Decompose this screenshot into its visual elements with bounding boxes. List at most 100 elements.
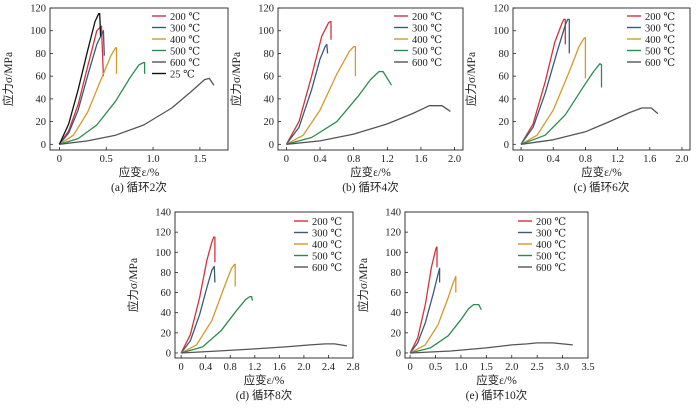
x-tick-label: 2.4 [322, 362, 336, 373]
x-tick-label: 0 [518, 154, 523, 165]
y-tick-label: 20 [264, 117, 275, 128]
x-axis-title: 应变ε/% [581, 165, 622, 179]
x-tick-label: 0.8 [224, 362, 237, 373]
legend-label: 400 ℃ [170, 35, 200, 46]
panel-caption: (d) 循环8次 [236, 388, 293, 402]
x-tick-label: 0.8 [579, 154, 592, 165]
legend-label: 600 ℃ [645, 58, 675, 69]
panel-caption: (c) 循环6次 [574, 180, 630, 194]
x-tick-label: 0 [57, 154, 62, 165]
legend-label: 400 ℃ [412, 35, 442, 46]
y-tick-label: 120 [493, 4, 509, 15]
series-line-200C [180, 236, 216, 354]
y-axis-title: 应力σ/MPa [464, 52, 478, 106]
x-tick-label: 1.5 [193, 154, 206, 165]
y-tick-label: 60 [36, 72, 47, 83]
y-axis-title: 应力σ/MPa [126, 258, 140, 312]
x-tick-label: 0 [284, 154, 289, 165]
y-tick-label: 120 [30, 4, 46, 15]
series-line-400C [286, 45, 357, 145]
legend-label: 500 ℃ [645, 47, 675, 58]
y-axis-title: 应力σ/MPa [229, 52, 243, 106]
x-tick-label: 3.0 [556, 362, 569, 373]
plot-frame [174, 211, 354, 359]
series-line-200C [285, 20, 332, 145]
x-axis-title: 应变ε/% [119, 165, 160, 179]
y-tick-label: 20 [161, 328, 172, 339]
y-tick-label: 100 [385, 248, 401, 259]
y-tick-label: 80 [36, 49, 47, 60]
x-tick-label: 0.4 [313, 154, 327, 165]
series-line-300C [180, 265, 216, 354]
legend-label: 600 ℃ [170, 58, 200, 69]
y-tick-label: 140 [155, 208, 171, 219]
x-tick-label: 0.5 [100, 154, 113, 165]
legend-label: 300 ℃ [412, 24, 442, 35]
y-tick-label: 60 [161, 288, 172, 299]
y-tick-label: 20 [36, 117, 47, 128]
x-tick-label: 2.5 [531, 362, 544, 373]
y-tick-label: 0 [396, 348, 401, 359]
y-tick-label: 20 [391, 328, 402, 339]
series-line-300C [285, 43, 329, 145]
legend-label: 500 ℃ [170, 47, 200, 58]
x-axis-title: 应变ε/% [476, 373, 517, 387]
plot-frame [49, 7, 229, 151]
y-tick-label: 60 [391, 288, 402, 299]
legend-label: 200 ℃ [412, 12, 442, 23]
x-tick-label: 2.0 [675, 154, 688, 165]
panel-a: 0 20 40 60 80 100 120 0 0.5 1.0 1.5 应变ε/% 应力σ/MPa (a)… [1, 4, 229, 194]
series-line-600C [520, 107, 659, 145]
y-tick-label: 60 [499, 72, 510, 83]
x-tick-label: 1.0 [146, 154, 159, 165]
legend-label: 400 ℃ [645, 35, 675, 46]
y-tick-label: 80 [161, 268, 172, 279]
x-tick-label: 0 [179, 362, 184, 373]
series-line-500C [409, 303, 482, 354]
y-tick-label: 40 [499, 94, 510, 105]
legend-label: 500 ℃ [412, 47, 442, 58]
series-line-400C [409, 275, 457, 354]
y-tick-label: 80 [264, 49, 275, 60]
x-tick-label: 0.8 [347, 154, 360, 165]
panel-b: 0 20 40 60 80 100 120 0 0.4 0.8 1.2 1.6 2.0 应变ε/% 应力σ/… [229, 4, 464, 194]
panel-caption: (b) 循环4次 [342, 180, 399, 194]
x-axis-title: 应变ε/% [350, 165, 391, 179]
panel-c: 0 20 40 60 80 100 120 0 0.4 0.8 1.2 1.6 2.0 应变ε/% 应力σ/… [464, 4, 691, 194]
panel-e: 0 20 40 60 80 100 120 140 0 0.5 1.0 1.5 2.0 2.5 3.0 3.5… [356, 208, 595, 403]
series-line-300C [520, 18, 570, 145]
series-line-200C [58, 25, 105, 145]
x-tick-label: 2.8 [346, 362, 359, 373]
x-tick-label: 1.6 [643, 154, 656, 165]
y-tick-label: 80 [391, 268, 402, 279]
legend-label: 500 ℃ [536, 252, 566, 263]
x-tick-label: 1.6 [414, 154, 427, 165]
y-tick-label: 80 [499, 49, 510, 60]
series-line-500C [180, 295, 253, 354]
series-line-600C [59, 77, 215, 145]
series-line-600C [410, 342, 573, 354]
series-line-600C [181, 343, 348, 354]
legend-label: 600 ℃ [536, 263, 566, 274]
legend-label: 500 ℃ [312, 252, 342, 263]
x-tick-label: 0.4 [199, 362, 213, 373]
x-tick-label: 1.2 [248, 362, 261, 373]
x-tick-label: 0 [407, 362, 412, 373]
x-tick-label: 2.0 [448, 154, 461, 165]
x-tick-label: 3.5 [581, 362, 594, 373]
y-axis-title: 应力σ/MPa [1, 52, 15, 106]
y-tick-label: 120 [258, 4, 274, 15]
x-tick-label: 2.0 [297, 362, 310, 373]
y-tick-label: 20 [499, 117, 510, 128]
y-tick-label: 0 [41, 140, 46, 151]
legend-label: 400 ℃ [312, 240, 342, 251]
x-tick-label: 0.4 [547, 154, 561, 165]
series-line-300C [58, 30, 105, 145]
legend-label: 600 ℃ [312, 263, 342, 274]
series-line-25C [58, 13, 102, 145]
legend-label: 200 ℃ [170, 12, 200, 23]
